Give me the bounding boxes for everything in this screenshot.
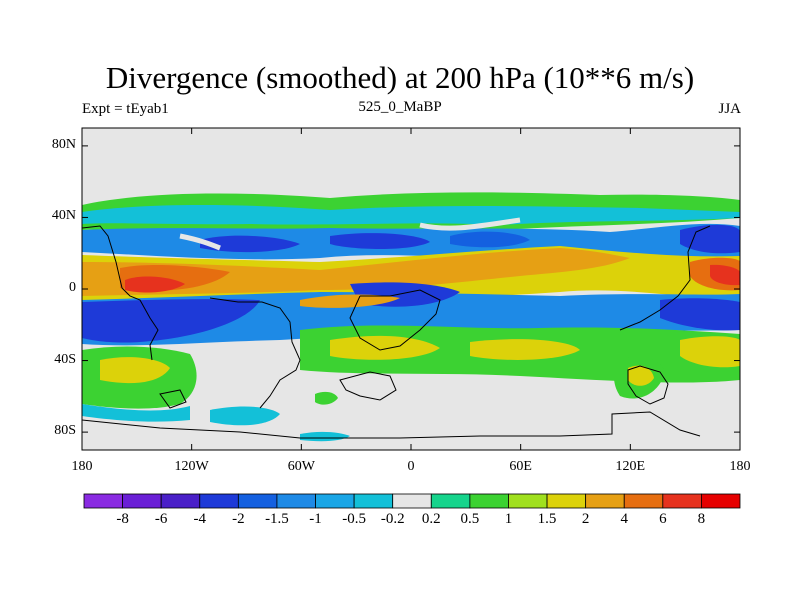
colorbar-swatch	[122, 493, 162, 509]
colorbar-label: 0.2	[421, 511, 441, 527]
lon-label: 180	[729, 459, 751, 474]
small-island-2	[159, 389, 187, 409]
lat-label: 80S	[54, 423, 76, 439]
south-yellow-3	[680, 336, 740, 368]
tropical-red-core	[125, 276, 185, 293]
lat-label: 0	[69, 280, 76, 295]
axis-ticks	[81, 128, 741, 450]
colorbar-label: 1	[504, 511, 513, 527]
colorbar-swatch	[546, 493, 587, 509]
australia-coast	[627, 365, 669, 405]
colorbar	[83, 493, 741, 509]
colorbar-label: -1.5	[265, 511, 289, 527]
colorbar-swatch	[469, 493, 509, 509]
equatorial-dark-blue-east	[660, 298, 740, 331]
africa-coast	[349, 289, 441, 351]
colorbar-swatch	[430, 493, 471, 509]
north-dark-blue-2	[330, 233, 430, 249]
season-label: JJA	[718, 101, 741, 117]
colorbar-swatch	[623, 493, 664, 509]
experiment-label: Expt = tEyab1	[82, 101, 169, 117]
antarctica-coast	[82, 411, 701, 439]
period-label: 525_0_MaBP	[358, 99, 442, 115]
lon-label: 120W	[174, 459, 209, 474]
colorbar-label: 8	[697, 511, 706, 527]
colorbar-label: 1.5	[537, 511, 557, 527]
colorbar-label: -0.5	[342, 511, 366, 527]
colorbar-swatch	[160, 493, 201, 509]
colorbar-label: -1	[309, 511, 322, 527]
colorbar-swatch	[353, 493, 394, 509]
colorbar-swatch	[392, 493, 432, 509]
colorbar-swatch	[585, 493, 625, 509]
south-yellow-1	[330, 335, 440, 360]
tropical-orange-band	[82, 248, 630, 296]
colorbar-label: -0.2	[380, 511, 405, 527]
contour-fields	[82, 192, 740, 442]
gap-2	[419, 217, 521, 231]
colorbar-label: 0.5	[460, 511, 480, 527]
small-island-1	[339, 371, 397, 401]
page-title: Divergence (smoothed) at 200 hPa (10**6 …	[105, 60, 695, 95]
south-yellow-2	[470, 339, 580, 360]
polar-cyan-blob-1	[210, 406, 280, 426]
lon-label: 120E	[615, 459, 646, 474]
southeast-yellow-blob	[628, 365, 654, 386]
south-america-coast	[209, 297, 301, 409]
coastlines	[82, 225, 711, 439]
lon-label: 180	[71, 459, 93, 474]
polar-cyan-blob-2	[300, 431, 350, 442]
equatorial-dark-blue-west	[82, 299, 260, 343]
colorbar-swatch	[662, 493, 702, 509]
colorbar-swatch	[508, 493, 548, 509]
colorbar-swatch	[199, 493, 239, 509]
lat-label: 40S	[54, 351, 76, 367]
north-dark-blue-1	[200, 235, 300, 253]
colorbar-swatch	[315, 493, 355, 509]
southwest-cyan-edge	[82, 404, 190, 422]
colorbar-label: 4	[620, 511, 628, 527]
lon-label: 60W	[287, 459, 315, 474]
colorbar-swatch	[701, 493, 741, 509]
colorbar-label: -8	[116, 511, 129, 527]
north-dark-blue-4	[680, 224, 740, 254]
asia-coast	[619, 225, 711, 331]
southwest-yellow-blob	[100, 357, 170, 384]
north-dark-blue-3	[450, 231, 530, 248]
colorbar-label: -6	[154, 511, 168, 527]
colorbar-swatch	[276, 493, 316, 509]
colorbar-label: 6	[659, 511, 667, 527]
lon-label: 60E	[509, 459, 532, 474]
equatorial-orange-pocket	[300, 294, 400, 308]
colorbar-label: -4	[193, 511, 207, 527]
colorbar-label: -2	[232, 511, 245, 527]
lon-label: 0	[407, 459, 415, 474]
colorbar-swatch	[83, 493, 123, 509]
gap-1	[179, 233, 221, 251]
colorbar-label: 2	[581, 511, 590, 527]
lat-label: 40N	[51, 208, 76, 224]
lat-label: 80N	[51, 136, 76, 152]
polar-green-blob	[315, 391, 338, 405]
colorbar-swatch	[237, 493, 278, 509]
tropical-red-east	[710, 264, 740, 286]
north-cyan-band	[82, 205, 740, 225]
north-america-coast	[82, 225, 159, 361]
